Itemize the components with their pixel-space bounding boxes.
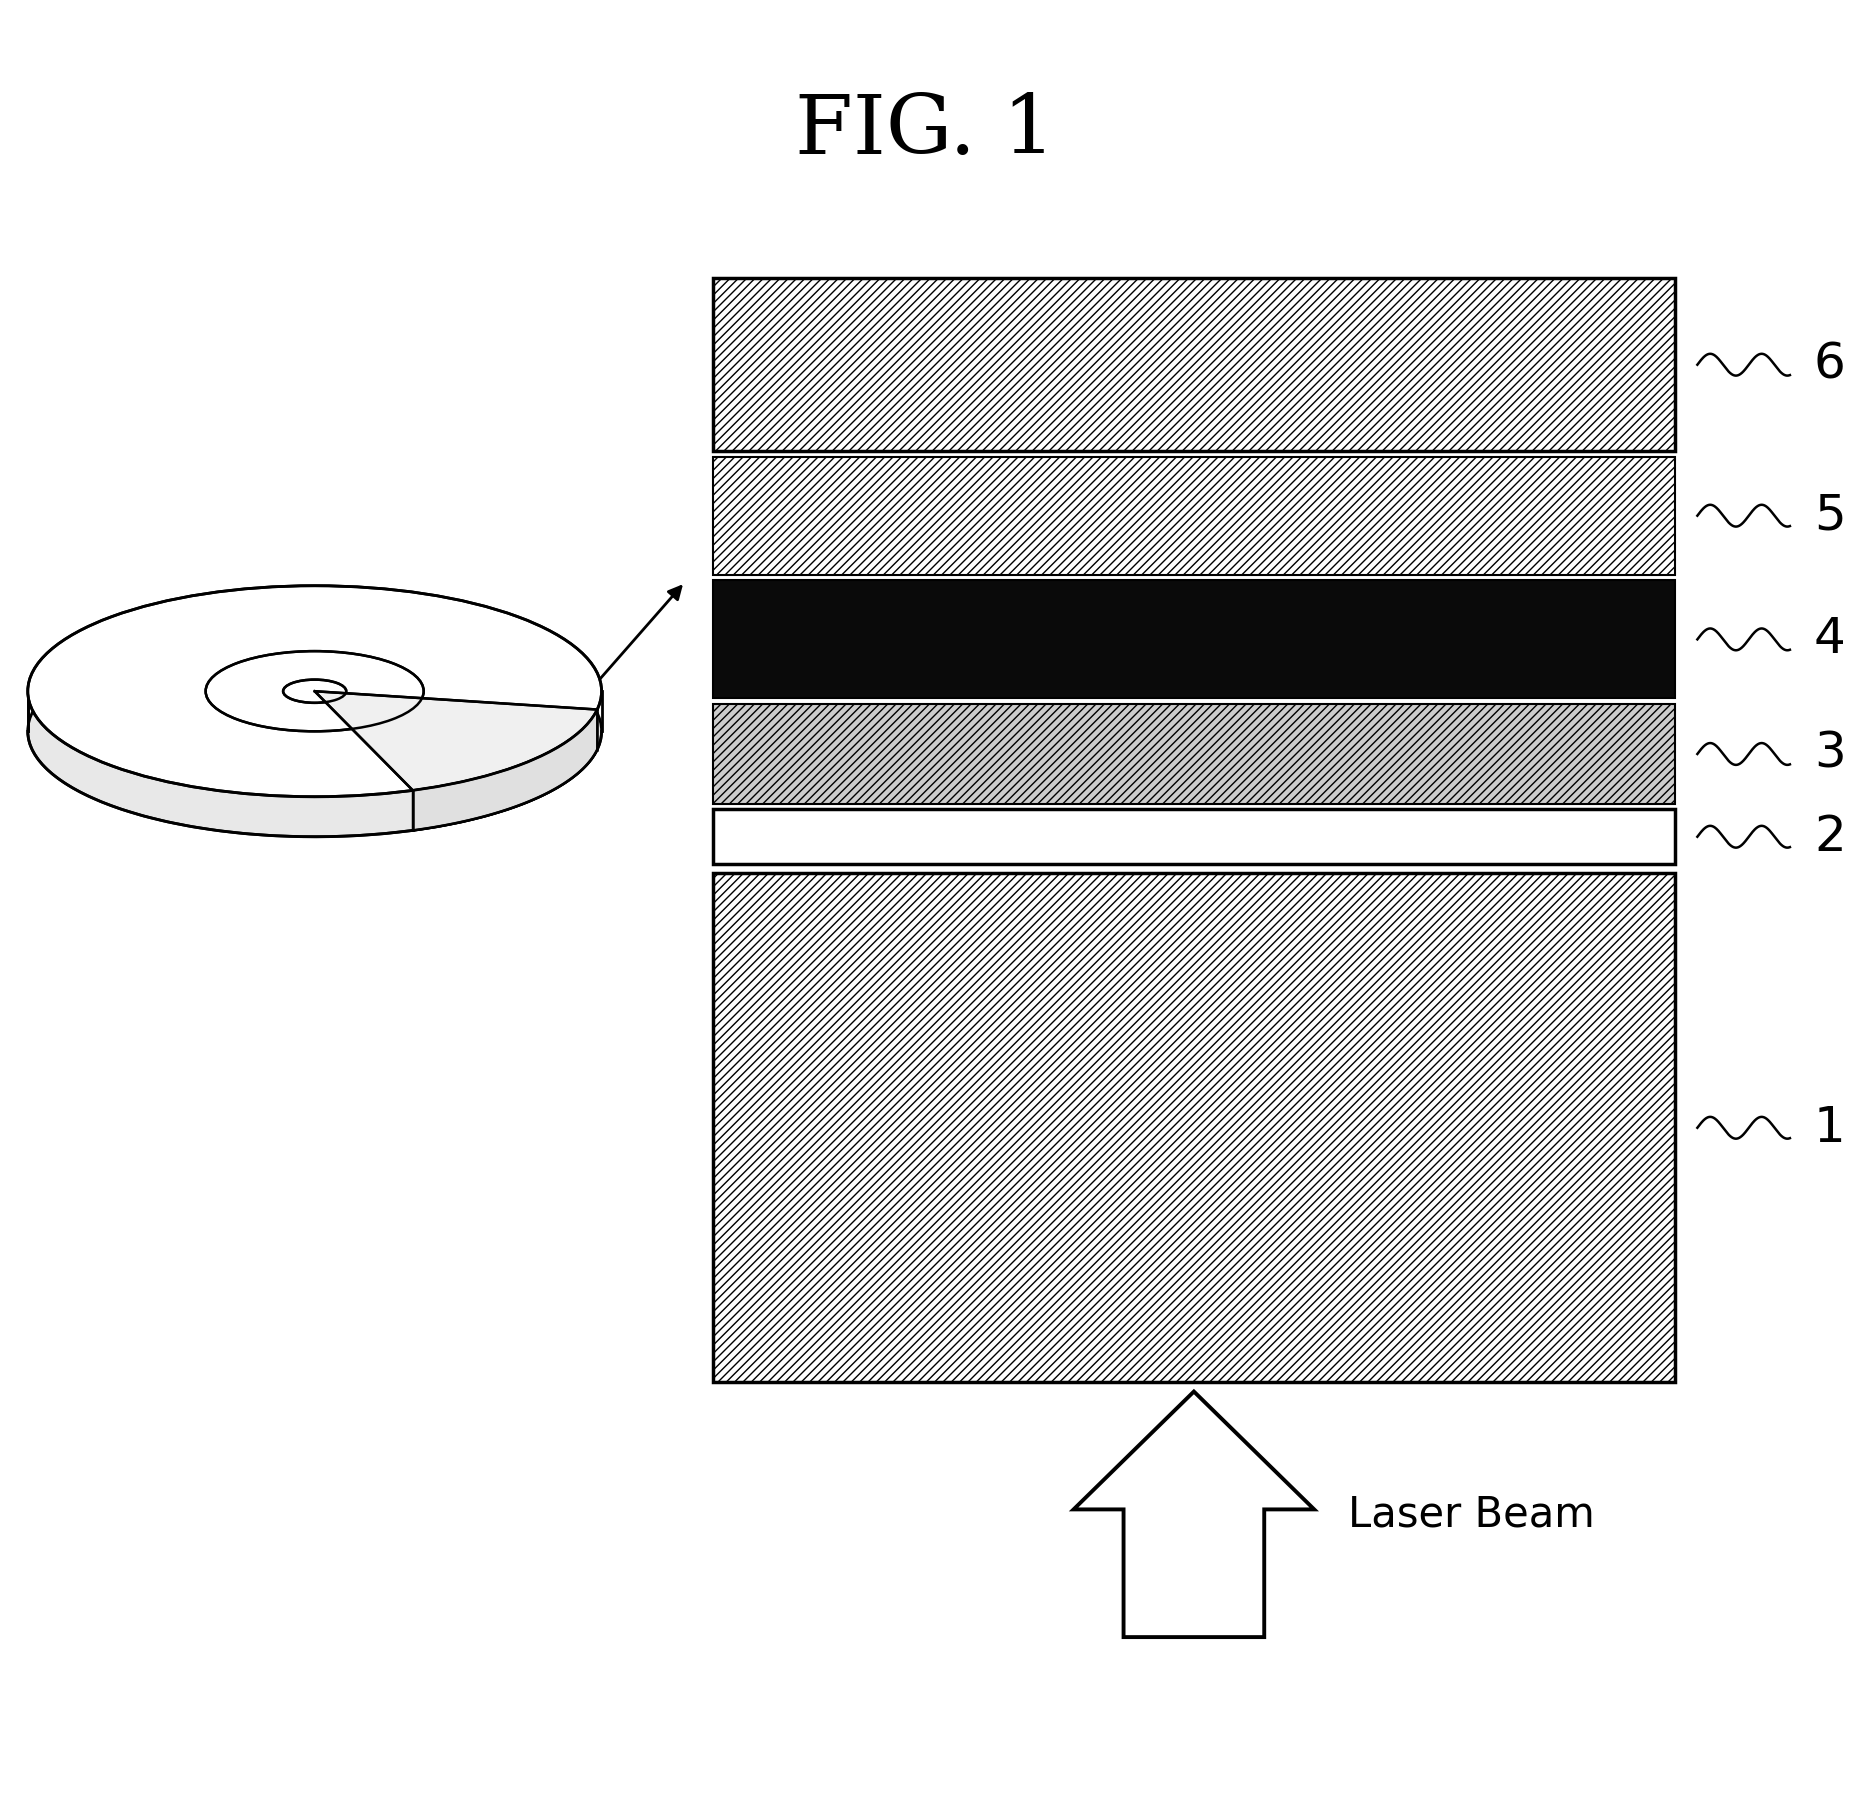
Bar — [713, 704, 1675, 804]
Ellipse shape — [28, 626, 602, 837]
Ellipse shape — [205, 651, 424, 731]
Bar — [713, 457, 1675, 575]
Bar — [713, 873, 1675, 1382]
Polygon shape — [1074, 1392, 1314, 1637]
Text: 1: 1 — [1814, 1104, 1845, 1151]
Bar — [713, 809, 1675, 864]
Text: 5: 5 — [1814, 491, 1845, 540]
Ellipse shape — [283, 680, 346, 702]
Ellipse shape — [28, 586, 602, 797]
Text: 4: 4 — [1814, 615, 1845, 664]
Polygon shape — [315, 691, 598, 791]
Text: FIG. 1: FIG. 1 — [796, 91, 1055, 171]
Bar — [713, 278, 1675, 451]
Polygon shape — [413, 709, 598, 831]
Bar — [713, 580, 1675, 698]
Text: Laser Beam: Laser Beam — [1348, 1493, 1594, 1535]
Text: 3: 3 — [1814, 729, 1845, 779]
Text: 6: 6 — [1814, 340, 1845, 389]
Text: 2: 2 — [1814, 813, 1845, 860]
